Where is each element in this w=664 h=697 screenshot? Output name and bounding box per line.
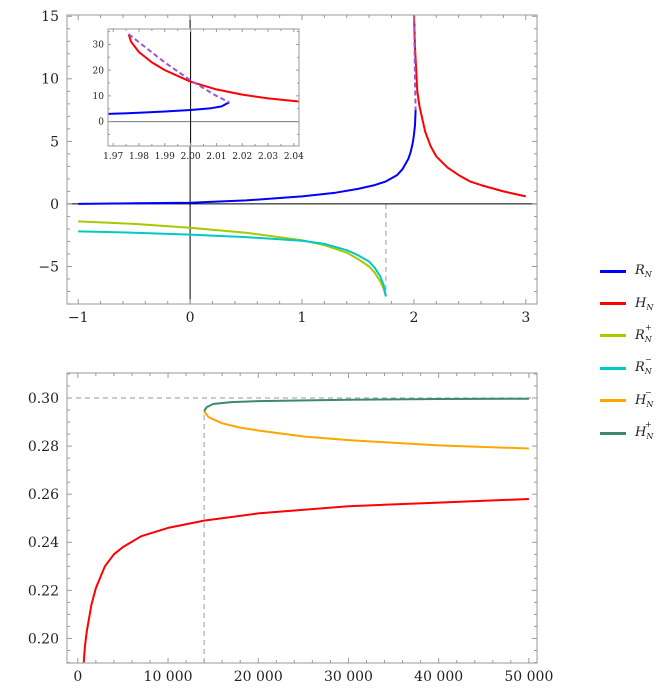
legend-swatch bbox=[600, 302, 626, 306]
legend-item: R − N bbox=[600, 352, 653, 384]
y-tick-label: −5 bbox=[38, 259, 59, 275]
legend-sub: N bbox=[644, 367, 652, 377]
series-r-n bbox=[78, 110, 417, 205]
x-tick-label: −1 bbox=[68, 310, 89, 326]
x-tick-label: 2.04 bbox=[284, 152, 304, 162]
y-tick-label: 0.30 bbox=[28, 391, 59, 407]
x-tick-label: 10 000 bbox=[144, 669, 193, 685]
legend-sub: N bbox=[646, 302, 654, 312]
x-tick-label: 2 bbox=[409, 310, 418, 326]
series-r-n-plus bbox=[78, 220, 387, 297]
y-tick-label: 0.28 bbox=[28, 439, 59, 455]
series-h-n-plus bbox=[203, 397, 529, 412]
legend-base: H bbox=[635, 392, 647, 408]
inset-plot: 1.97 1.98 1.99 2.00 2.01 2.02 2.03 2.04 30 20 10 0 bbox=[93, 28, 304, 162]
y-tick-label: 10 bbox=[93, 92, 105, 102]
x-tick-label: 2.03 bbox=[258, 152, 278, 162]
series-h-n-minus bbox=[203, 410, 529, 450]
series-h-n bbox=[413, 15, 527, 198]
legend-swatch bbox=[600, 366, 626, 370]
legend-item: H − N bbox=[600, 385, 653, 417]
legend-sub: N bbox=[646, 432, 654, 442]
legend-sup: − bbox=[645, 387, 652, 397]
x-tick-label: 1.98 bbox=[129, 152, 149, 162]
x-tick-label: 3 bbox=[521, 310, 530, 326]
series-h-n bbox=[127, 33, 299, 103]
x-tick-label: 1 bbox=[298, 310, 307, 326]
legend-sup: − bbox=[645, 355, 652, 365]
x-tick-label: 2.01 bbox=[206, 152, 226, 162]
y-tick-label: 0.24 bbox=[28, 535, 59, 551]
series-h-n-unstable bbox=[127, 33, 230, 104]
x-tick-label: 50 000 bbox=[504, 669, 553, 685]
x-tick-label: 2.02 bbox=[232, 152, 252, 162]
y-tick-label: 0 bbox=[50, 197, 59, 213]
x-tick-label: 0 bbox=[73, 669, 82, 685]
x-tick-label: 40 000 bbox=[414, 669, 463, 685]
bottom-plot: 0 10 000 20 000 30 000 40 000 50 000 0.30 0.28 0… bbox=[28, 372, 553, 685]
legend-sub: N bbox=[644, 270, 652, 280]
legend-base: R bbox=[635, 327, 645, 343]
series-r-n bbox=[108, 101, 230, 115]
y-tick-label: 0 bbox=[98, 118, 104, 128]
legend-base: H bbox=[635, 295, 647, 311]
series-r-n-minus bbox=[78, 230, 387, 297]
x-tick-label: 1.97 bbox=[103, 152, 123, 162]
x-tick-label: 2.00 bbox=[181, 152, 201, 162]
legend-base: H bbox=[635, 425, 647, 441]
legend-item: H + N bbox=[600, 417, 653, 449]
x-tick-label: 30 000 bbox=[324, 669, 373, 685]
y-tick-label: 10 bbox=[41, 72, 59, 88]
y-tick-label: 20 bbox=[93, 66, 105, 76]
x-tick-label: 1.99 bbox=[155, 152, 175, 162]
y-tick-label: 0.26 bbox=[28, 487, 59, 503]
legend-base: R bbox=[635, 360, 645, 376]
legend-swatch bbox=[600, 399, 626, 403]
y-tick-label: 5 bbox=[50, 134, 59, 150]
y-tick-label: 15 bbox=[41, 9, 59, 25]
legend-sub: N bbox=[646, 399, 654, 409]
y-tick-label: 0.22 bbox=[28, 583, 59, 599]
plot-frame bbox=[66, 372, 538, 664]
y-tick-label: 30 bbox=[93, 41, 105, 51]
legend-swatch bbox=[600, 269, 626, 273]
legend-sup: + bbox=[645, 322, 652, 332]
legend-base: R bbox=[635, 263, 645, 279]
x-tick-label: 0 bbox=[186, 310, 195, 326]
legend-swatch bbox=[600, 431, 626, 435]
legend-sup: + bbox=[645, 420, 652, 430]
top-plot: −1 0 1 2 3 15 10 5 0 −5 bbox=[38, 9, 538, 326]
legend-sub: N bbox=[644, 334, 652, 344]
legend-swatch bbox=[600, 334, 626, 338]
series-h-n bbox=[82, 498, 529, 663]
legend-item: R + N bbox=[600, 320, 653, 352]
x-tick-label: 20 000 bbox=[234, 669, 283, 685]
y-tick-label: 0.20 bbox=[28, 631, 59, 647]
